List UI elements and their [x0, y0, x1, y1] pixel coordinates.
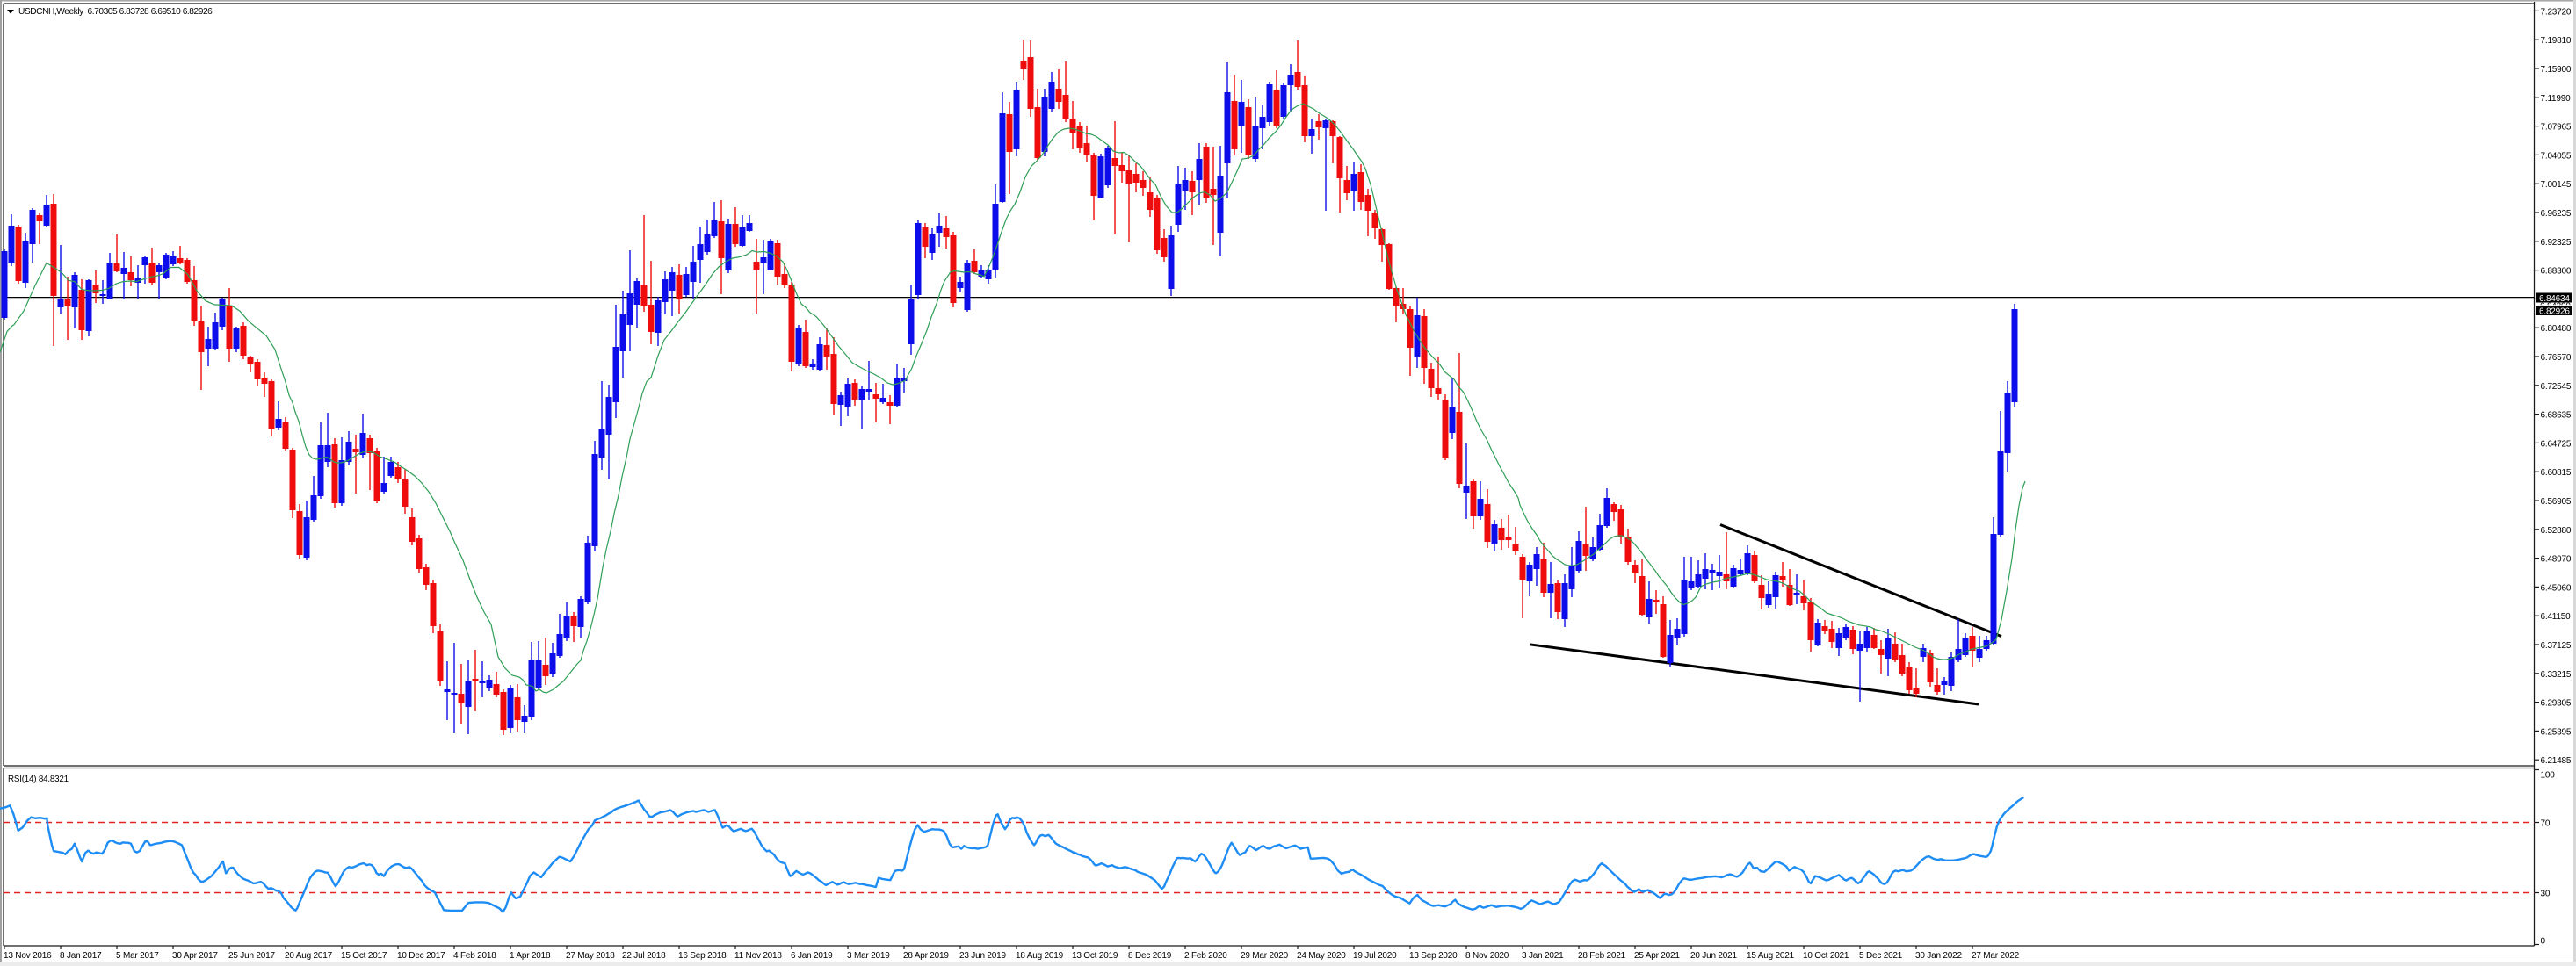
svg-text:6.76570: 6.76570: [2541, 353, 2572, 363]
svg-text:6.56905: 6.56905: [2541, 497, 2572, 507]
svg-text:6.60815: 6.60815: [2541, 468, 2572, 478]
svg-text:10 Oct 2021: 10 Oct 2021: [1803, 951, 1849, 961]
svg-text:27 Mar 2022: 27 Mar 2022: [1972, 951, 2020, 961]
svg-text:3 Jan 2021: 3 Jan 2021: [1522, 951, 1564, 961]
svg-text:5 Mar 2017: 5 Mar 2017: [116, 951, 159, 961]
svg-text:6.84634: 6.84634: [2539, 294, 2570, 304]
svg-text:0: 0: [2541, 937, 2546, 947]
svg-text:7.19810: 7.19810: [2541, 36, 2572, 46]
svg-text:13 Nov 2016: 13 Nov 2016: [4, 951, 52, 961]
svg-text:15 Oct 2017: 15 Oct 2017: [341, 951, 387, 961]
svg-text:13 Sep 2020: 13 Sep 2020: [1409, 951, 1458, 961]
svg-text:28 Apr 2019: 28 Apr 2019: [903, 951, 949, 961]
svg-text:6.82926: 6.82926: [2539, 307, 2570, 317]
svg-text:6.52880: 6.52880: [2541, 526, 2572, 536]
svg-text:24 May 2020: 24 May 2020: [1297, 951, 1346, 961]
svg-text:6.96235: 6.96235: [2541, 209, 2572, 219]
svg-text:6.37125: 6.37125: [2541, 641, 2572, 651]
svg-text:20 Jun 2021: 20 Jun 2021: [1690, 951, 1737, 961]
svg-text:6.68635: 6.68635: [2541, 411, 2572, 421]
svg-text:2 Feb 2020: 2 Feb 2020: [1184, 951, 1227, 961]
svg-text:6.64725: 6.64725: [2541, 439, 2572, 449]
svg-text:7.23720: 7.23720: [2541, 7, 2572, 17]
svg-text:6.29305: 6.29305: [2541, 699, 2572, 709]
svg-text:8 Dec 2019: 8 Dec 2019: [1128, 951, 1172, 961]
svg-text:7.15900: 7.15900: [2541, 65, 2572, 75]
svg-text:6.41150: 6.41150: [2541, 612, 2572, 622]
svg-text:8 Nov 2020: 8 Nov 2020: [1465, 951, 1509, 961]
svg-text:RSI(14) 84.8321: RSI(14) 84.8321: [8, 775, 69, 784]
svg-text:7.00145: 7.00145: [2541, 180, 2572, 190]
svg-text:5 Dec 2021: 5 Dec 2021: [1859, 951, 1903, 961]
svg-text:3 Mar 2019: 3 Mar 2019: [847, 951, 890, 961]
svg-text:16 Sep 2018: 16 Sep 2018: [678, 951, 727, 961]
svg-text:23 Jun 2019: 23 Jun 2019: [959, 951, 1006, 961]
svg-text:6.84390: 6.84390: [2540, 302, 2571, 312]
svg-text:6.88300: 6.88300: [2541, 267, 2572, 277]
svg-text:22 Jul 2018: 22 Jul 2018: [622, 951, 666, 961]
svg-text:25 Apr 2021: 25 Apr 2021: [1634, 951, 1680, 961]
svg-text:7.11990: 7.11990: [2541, 94, 2572, 104]
svg-text:6.92325: 6.92325: [2541, 238, 2572, 248]
svg-text:15 Aug 2021: 15 Aug 2021: [1747, 951, 1795, 961]
svg-text:6.45060: 6.45060: [2541, 583, 2572, 593]
svg-text:11 Nov 2018: 11 Nov 2018: [734, 951, 782, 961]
svg-text:30 Apr 2017: 30 Apr 2017: [172, 951, 218, 961]
svg-text:7.04055: 7.04055: [2541, 151, 2572, 161]
svg-text:70: 70: [2541, 819, 2551, 829]
svg-text:1 Apr 2018: 1 Apr 2018: [510, 951, 551, 961]
svg-text:20 Aug 2017: 20 Aug 2017: [285, 951, 333, 961]
svg-text:6.33215: 6.33215: [2541, 670, 2572, 680]
svg-text:27 May 2018: 27 May 2018: [566, 951, 615, 961]
svg-text:6.21485: 6.21485: [2541, 756, 2572, 766]
svg-text:6.48970: 6.48970: [2541, 555, 2572, 565]
svg-text:USDCNH,Weekly 6.70305 6.83728: USDCNH,Weekly 6.70305 6.83728 6.69510 6.…: [18, 7, 213, 17]
svg-text:28 Feb 2021: 28 Feb 2021: [1578, 951, 1626, 961]
svg-text:25 Jun 2017: 25 Jun 2017: [228, 951, 275, 961]
svg-text:7.07965: 7.07965: [2541, 123, 2572, 133]
svg-text:29 Mar 2020: 29 Mar 2020: [1241, 951, 1289, 961]
svg-text:6.72545: 6.72545: [2541, 382, 2572, 392]
svg-text:100: 100: [2541, 771, 2556, 781]
svg-text:6.80480: 6.80480: [2541, 324, 2572, 334]
svg-text:30 Jan 2022: 30 Jan 2022: [1915, 951, 1962, 961]
svg-text:13 Oct 2019: 13 Oct 2019: [1072, 951, 1118, 961]
svg-text:8 Jan 2017: 8 Jan 2017: [60, 951, 102, 961]
svg-text:6 Jan 2019: 6 Jan 2019: [791, 951, 833, 961]
svg-text:6.25395: 6.25395: [2541, 727, 2572, 737]
svg-text:10 Dec 2017: 10 Dec 2017: [397, 951, 445, 961]
svg-text:18 Aug 2019: 18 Aug 2019: [1016, 951, 1064, 961]
svg-text:30: 30: [2541, 890, 2551, 899]
svg-text:4 Feb 2018: 4 Feb 2018: [453, 951, 496, 961]
svg-text:19 Jul 2020: 19 Jul 2020: [1353, 951, 1397, 961]
